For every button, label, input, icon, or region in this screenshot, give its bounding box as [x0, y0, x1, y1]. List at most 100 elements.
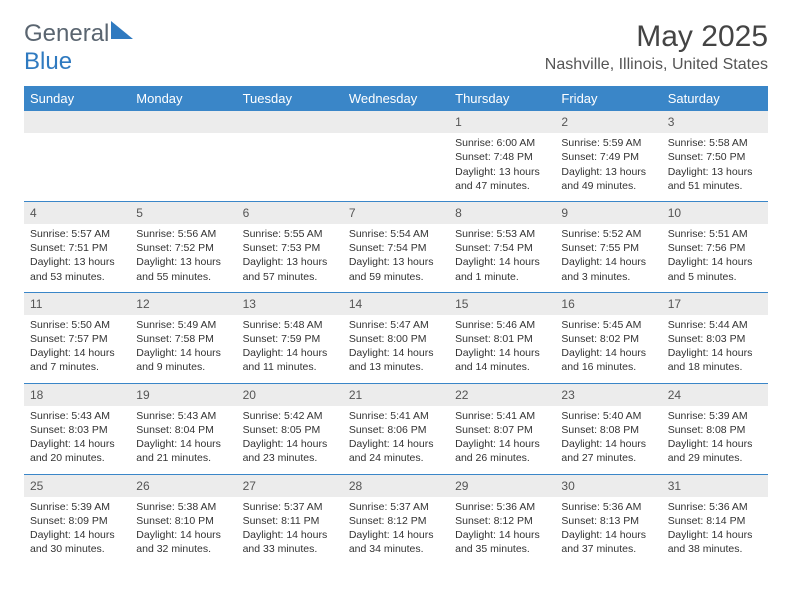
day-body: Sunrise: 5:42 AMSunset: 8:05 PMDaylight:…: [237, 406, 343, 474]
daylight-text-1: Daylight: 14 hours: [668, 255, 762, 269]
day-number: 4: [24, 202, 130, 224]
daylight-text-2: and 5 minutes.: [668, 270, 762, 284]
day-number: 21: [343, 384, 449, 406]
calendar-header-cell: Monday: [130, 86, 236, 111]
day-number: 26: [130, 475, 236, 497]
sunset-text: Sunset: 7:56 PM: [668, 241, 762, 255]
daylight-text-1: Daylight: 14 hours: [30, 346, 124, 360]
daylight-text-2: and 55 minutes.: [136, 270, 230, 284]
day-number: 22: [449, 384, 555, 406]
sunrise-text: Sunrise: 5:39 AM: [668, 409, 762, 423]
daylight-text-1: Daylight: 13 hours: [455, 165, 549, 179]
daylight-text-2: and 24 minutes.: [349, 451, 443, 465]
calendar-day-cell: 9Sunrise: 5:52 AMSunset: 7:55 PMDaylight…: [555, 201, 661, 292]
day-body: Sunrise: 5:41 AMSunset: 8:07 PMDaylight:…: [449, 406, 555, 474]
day-number: 13: [237, 293, 343, 315]
calendar-header-cell: Wednesday: [343, 86, 449, 111]
day-number: 23: [555, 384, 661, 406]
calendar-day-cell: 25Sunrise: 5:39 AMSunset: 8:09 PMDayligh…: [24, 474, 130, 564]
daylight-text-1: Daylight: 13 hours: [243, 255, 337, 269]
daylight-text-1: Daylight: 14 hours: [561, 255, 655, 269]
calendar-header-cell: Thursday: [449, 86, 555, 111]
day-body: Sunrise: 5:37 AMSunset: 8:11 PMDaylight:…: [237, 497, 343, 565]
day-body: Sunrise: 5:37 AMSunset: 8:12 PMDaylight:…: [343, 497, 449, 565]
day-number: 1: [449, 111, 555, 133]
daylight-text-1: Daylight: 14 hours: [561, 528, 655, 542]
day-body: Sunrise: 5:39 AMSunset: 8:08 PMDaylight:…: [662, 406, 768, 474]
daylight-text-2: and 47 minutes.: [455, 179, 549, 193]
calendar-day-cell: 26Sunrise: 5:38 AMSunset: 8:10 PMDayligh…: [130, 474, 236, 564]
sunrise-text: Sunrise: 5:57 AM: [30, 227, 124, 241]
calendar-day-cell: 20Sunrise: 5:42 AMSunset: 8:05 PMDayligh…: [237, 383, 343, 474]
daylight-text-2: and 21 minutes.: [136, 451, 230, 465]
calendar-day-cell: 10Sunrise: 5:51 AMSunset: 7:56 PMDayligh…: [662, 201, 768, 292]
logo-text: General Blue: [24, 20, 133, 76]
day-number: 6: [237, 202, 343, 224]
calendar-day-cell: 28Sunrise: 5:37 AMSunset: 8:12 PMDayligh…: [343, 474, 449, 564]
day-body: Sunrise: 5:48 AMSunset: 7:59 PMDaylight:…: [237, 315, 343, 383]
calendar-day-cell: 22Sunrise: 5:41 AMSunset: 8:07 PMDayligh…: [449, 383, 555, 474]
sunset-text: Sunset: 8:07 PM: [455, 423, 549, 437]
sunset-text: Sunset: 8:03 PM: [668, 332, 762, 346]
calendar-day-cell: 1Sunrise: 6:00 AMSunset: 7:48 PMDaylight…: [449, 111, 555, 201]
calendar-day-cell: [237, 111, 343, 201]
calendar-week-row: 11Sunrise: 5:50 AMSunset: 7:57 PMDayligh…: [24, 292, 768, 383]
daylight-text-2: and 14 minutes.: [455, 360, 549, 374]
sunrise-text: Sunrise: 5:41 AM: [455, 409, 549, 423]
day-body: Sunrise: 5:53 AMSunset: 7:54 PMDaylight:…: [449, 224, 555, 292]
day-body: Sunrise: 5:49 AMSunset: 7:58 PMDaylight:…: [130, 315, 236, 383]
day-body: Sunrise: 5:52 AMSunset: 7:55 PMDaylight:…: [555, 224, 661, 292]
calendar-day-cell: [24, 111, 130, 201]
sunset-text: Sunset: 8:13 PM: [561, 514, 655, 528]
sunrise-text: Sunrise: 5:58 AM: [668, 136, 762, 150]
daylight-text-1: Daylight: 14 hours: [30, 437, 124, 451]
day-body: Sunrise: 5:47 AMSunset: 8:00 PMDaylight:…: [343, 315, 449, 383]
day-number: 25: [24, 475, 130, 497]
title-block: May 2025 Nashville, Illinois, United Sta…: [545, 20, 768, 74]
sunset-text: Sunset: 7:52 PM: [136, 241, 230, 255]
calendar-day-cell: 24Sunrise: 5:39 AMSunset: 8:08 PMDayligh…: [662, 383, 768, 474]
sunset-text: Sunset: 8:03 PM: [30, 423, 124, 437]
calendar-day-cell: 8Sunrise: 5:53 AMSunset: 7:54 PMDaylight…: [449, 201, 555, 292]
daylight-text-1: Daylight: 14 hours: [561, 437, 655, 451]
daylight-text-2: and 51 minutes.: [668, 179, 762, 193]
daylight-text-1: Daylight: 14 hours: [349, 528, 443, 542]
calendar-day-cell: 27Sunrise: 5:37 AMSunset: 8:11 PMDayligh…: [237, 474, 343, 564]
daylight-text-1: Daylight: 14 hours: [561, 346, 655, 360]
calendar-day-cell: [343, 111, 449, 201]
calendar-day-cell: 11Sunrise: 5:50 AMSunset: 7:57 PMDayligh…: [24, 292, 130, 383]
daylight-text-2: and 33 minutes.: [243, 542, 337, 556]
day-body: Sunrise: 5:39 AMSunset: 8:09 PMDaylight:…: [24, 497, 130, 565]
sunset-text: Sunset: 8:04 PM: [136, 423, 230, 437]
sunset-text: Sunset: 7:59 PM: [243, 332, 337, 346]
sunrise-text: Sunrise: 5:56 AM: [136, 227, 230, 241]
calendar-day-cell: 12Sunrise: 5:49 AMSunset: 7:58 PMDayligh…: [130, 292, 236, 383]
day-number: 29: [449, 475, 555, 497]
sunset-text: Sunset: 8:14 PM: [668, 514, 762, 528]
daylight-text-2: and 35 minutes.: [455, 542, 549, 556]
calendar-header-cell: Friday: [555, 86, 661, 111]
day-number: 28: [343, 475, 449, 497]
calendar-week-row: 1Sunrise: 6:00 AMSunset: 7:48 PMDaylight…: [24, 111, 768, 201]
daylight-text-2: and 59 minutes.: [349, 270, 443, 284]
logo-text-blue: Blue: [24, 48, 72, 75]
daylight-text-2: and 57 minutes.: [243, 270, 337, 284]
sunrise-text: Sunrise: 5:53 AM: [455, 227, 549, 241]
day-number: 7: [343, 202, 449, 224]
day-number: 31: [662, 475, 768, 497]
calendar-day-cell: 17Sunrise: 5:44 AMSunset: 8:03 PMDayligh…: [662, 292, 768, 383]
sunset-text: Sunset: 7:54 PM: [455, 241, 549, 255]
sunset-text: Sunset: 7:48 PM: [455, 150, 549, 164]
sunrise-text: Sunrise: 5:50 AM: [30, 318, 124, 332]
sunrise-text: Sunrise: 5:47 AM: [349, 318, 443, 332]
sunset-text: Sunset: 8:12 PM: [455, 514, 549, 528]
daylight-text-2: and 30 minutes.: [30, 542, 124, 556]
sunset-text: Sunset: 8:10 PM: [136, 514, 230, 528]
sunrise-text: Sunrise: 5:41 AM: [349, 409, 443, 423]
day-number: 16: [555, 293, 661, 315]
calendar-day-cell: 29Sunrise: 5:36 AMSunset: 8:12 PMDayligh…: [449, 474, 555, 564]
daylight-text-1: Daylight: 13 hours: [561, 165, 655, 179]
day-body: Sunrise: 5:55 AMSunset: 7:53 PMDaylight:…: [237, 224, 343, 292]
day-number: [24, 111, 130, 133]
calendar-day-cell: [130, 111, 236, 201]
